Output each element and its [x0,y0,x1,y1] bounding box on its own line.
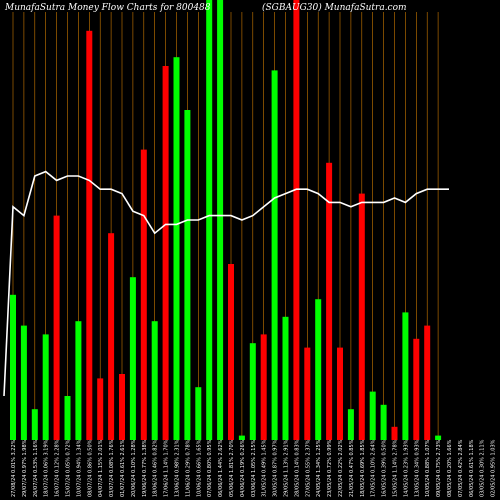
flow-bar [358,193,365,440]
x-tick-label: 13/05/24 0.34% 0.93% [414,439,420,497]
x-tick-label: 13/06/24 0.98% 2.31% [175,439,181,497]
x-tick-label: 15/05/24 1.14% 2.78% [393,439,399,497]
flow-bar [75,321,82,440]
flow-bar [326,162,333,441]
flow-bar [238,435,245,440]
flow-bar [282,316,289,440]
x-tick-label: 03/07/24 0.08% 1.76% [109,439,115,497]
flow-bar [402,312,409,440]
flow-bar [119,374,125,440]
flow-bar [217,0,224,440]
x-tick-label: 23/05/24 0.72% 0.99% [327,439,333,497]
x-tick-label: 10/05/24 0.88% 1.07% [425,439,431,497]
flow-bar [86,30,93,441]
x-tick-label: 04/06/24 0.19% 0.26% [240,439,246,497]
flow-bar [271,70,278,441]
x-tick-label: 05/06/24 1.81% 2.70% [229,439,235,497]
flow-bar [151,321,158,440]
flow-bar [315,299,322,440]
flow-bar [42,334,49,440]
x-tick-label: 04/07/24 1.15% 2.01% [98,439,104,497]
x-tick-label: 30/05/24 0.87% 0.97% [273,439,279,497]
x-tick-label: 28/05/24 0.14% 0.83% [294,439,300,497]
flow-bar [391,426,398,440]
x-tick-label: 16/07/24 0.12% 2.28% [55,439,61,497]
flow-bar [184,110,191,440]
flow-bar [108,233,115,440]
flow-bar [304,347,311,440]
flow-bar [162,66,169,440]
x-tick-label: 22/05/24 0.22% 2.02% [338,439,344,497]
x-tick-label: 21/05/24 0.47% 0.85% [349,439,355,497]
flow-bar [260,334,267,440]
x-tick-label: 03/06/24 1.05% 2.15% [251,439,257,497]
flow-bar [337,347,343,440]
flow-bar [380,404,387,440]
x-tick-label: 31/05/24 0.49% 1.45% [262,439,268,497]
x-tick-labels: 27/08/24 0.01% 3.22% 29/07/24 0.97% 1.98%… [11,439,497,497]
flow-bar [195,387,202,440]
x-tick-label: 27/08/24 0.01% 3.22% [11,439,17,497]
x-tick-label: 06/05/24 0.61% 1.18% [469,439,475,497]
flow-bar [369,391,376,440]
flow-bar [206,0,213,440]
flow-bar [424,325,431,440]
x-tick-label: 07/06/24 0.80% 0.95% [207,439,213,497]
x-tick-label: 09/05/24 0.75% 2.73% [436,439,442,497]
x-tick-label: 02/05/24 0.95% 1.03% [491,439,497,497]
chart-title-right: (SGBAUG30) MunafaSutra.com [262,2,407,13]
x-tick-label: 19/06/24 0.77% 1.38% [142,439,148,497]
x-tick-label: 24/05/24 1.34% 1.25% [316,439,322,497]
flow-bar [64,396,71,440]
flow-bar [97,378,104,440]
x-tick-label: 08/05/24 0.20% 1.66% [447,439,453,497]
x-tick-label: 29/07/24 0.97% 1.98% [22,439,28,497]
flow-bar [129,277,136,440]
flow-bar [53,215,60,440]
flow-bar [140,149,147,440]
x-tick-label: 08/07/24 0.86% 0.50% [87,439,93,497]
x-tick-label: 10/06/24 0.66% 1.65% [196,439,202,497]
x-tick-label: 11/06/24 0.29% 0.78% [185,439,191,497]
x-tick-label: 01/07/24 0.61% 2.61% [120,439,126,497]
flow-bar [249,343,256,440]
x-tick-label: 29/05/24 1.13% 2.91% [284,439,290,497]
x-tick-label: 16/05/24 0.39% 0.50% [382,439,388,497]
x-tick-label: 20/06/24 0.10% 1.28% [131,439,137,497]
flow-bar [31,409,38,440]
x-tick-label: 17/05/24 0.10% 2.64% [371,439,377,497]
x-tick-label: 15/07/24 0.05% 0.72% [66,439,72,497]
flow-bar [435,435,442,440]
x-tick-label: 10/07/24 0.94% 1.34% [76,439,82,497]
x-tick-label: 03/05/24 0.30% 2.11% [480,439,486,497]
flow-bar [173,57,180,440]
bar-layer [10,0,442,441]
x-tick-label: 18/05/24 0.69% 1.85% [360,439,366,497]
x-tick-label: 06/06/24 1.44% 2.62% [218,439,224,497]
flow-bar [413,338,420,440]
chart-title-left: MunafaSutra Money Flow Charts for 800488 [4,3,211,13]
flow-bar [293,0,300,440]
x-tick-label: 18/07/24 0.06% 3.19% [44,439,50,497]
flow-bar [20,325,27,440]
flow-bar [10,294,16,440]
flow-bar [347,409,354,440]
x-tick-label: 07/05/24 0.42% 2.84% [458,439,464,497]
x-tick-label: 17/06/24 1.14% 1.70% [164,439,170,497]
flow-bar [228,264,234,440]
line-layer [3,170,449,397]
x-tick-label: 14/05/24 0.23% 1.93% [403,439,409,497]
x-tick-label: 27/05/24 0.55% 2.37% [305,439,311,497]
x-tick-label: 26/07/24 0.53% 1.16% [33,439,39,497]
x-tick-label: 18/06/24 0.46% 0.82% [153,439,159,497]
money-flow-line [3,170,449,397]
